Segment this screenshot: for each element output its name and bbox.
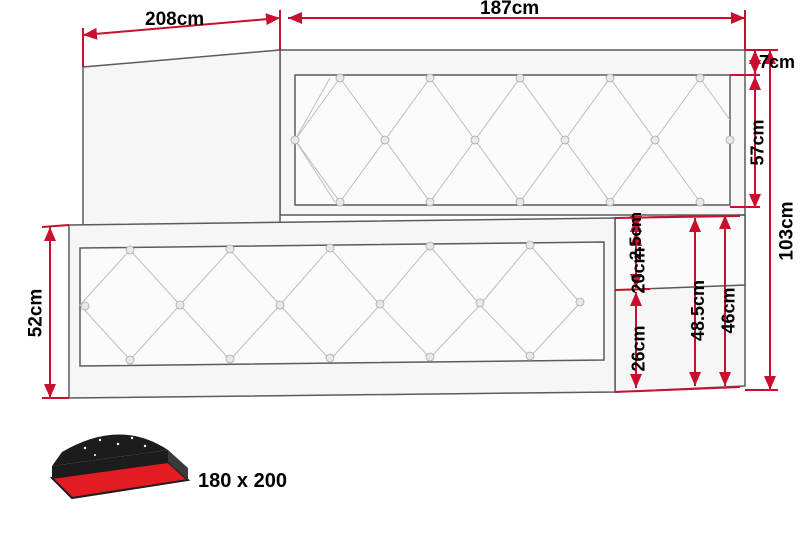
mattress-icon — [52, 434, 188, 498]
label-side-open: 48.5cm — [688, 280, 709, 341]
label-depth: 208cm — [145, 9, 204, 31]
label-side-tufted: 20cm — [629, 247, 650, 293]
label-mattress-size: 180 x 200 — [198, 470, 287, 493]
diagram-canvas: { "diagram": { "type": "technical-dimens… — [0, 0, 800, 533]
label-headboard-open: 46cm — [719, 287, 740, 333]
label-total-height: 103cm — [777, 201, 799, 260]
label-base-height: 26cm — [629, 325, 650, 371]
label-footboard-height: 52cm — [25, 289, 47, 338]
label-headboard-tufted: 57cm — [748, 119, 769, 165]
headboard-panel — [280, 50, 745, 215]
label-width: 187cm — [480, 0, 539, 20]
label-headboard-top-margin: 7cm — [759, 52, 795, 73]
bed-drawing-svg — [0, 0, 800, 533]
